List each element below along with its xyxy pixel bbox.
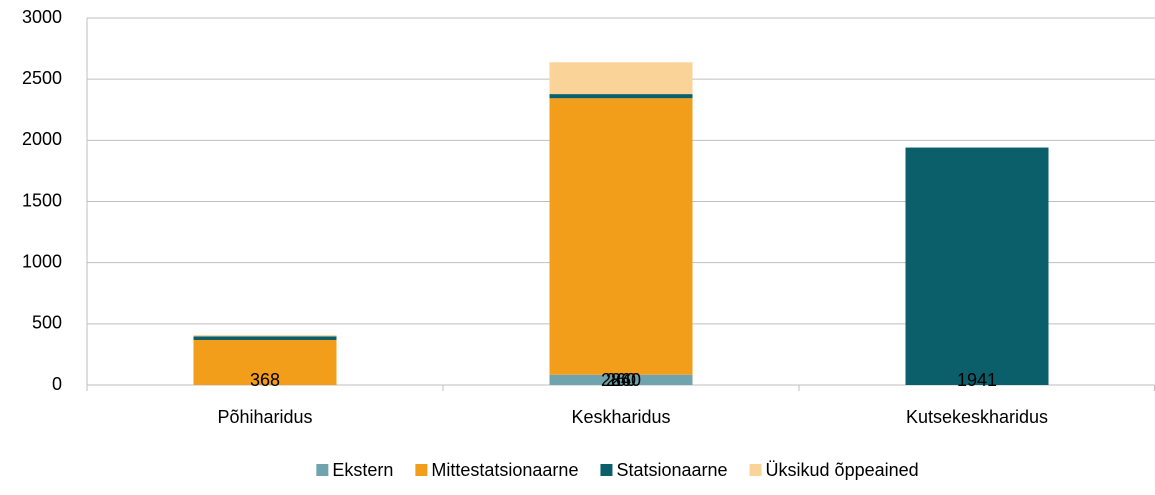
x-tick-label: Kutsekeskharidus (906, 407, 1048, 427)
data-label: 1941 (957, 370, 997, 390)
bar-segment (549, 62, 693, 95)
bar-segment (905, 147, 1049, 385)
legend-label: Mittestatsionaarne (431, 460, 578, 480)
legend-label: Statsionaarne (616, 460, 727, 480)
legend-label: Ekstern (332, 460, 393, 480)
data-label: 260 (606, 370, 636, 390)
legend-swatch (316, 464, 329, 476)
y-tick-label: 1000 (22, 251, 62, 271)
bar-segment (193, 336, 337, 340)
bar-segment (549, 94, 693, 99)
legend-swatch (749, 464, 762, 476)
y-tick-label: 2500 (22, 68, 62, 88)
x-tick-label: Põhiharidus (217, 407, 312, 427)
legend-swatch (600, 464, 613, 476)
x-tick-label: Keskharidus (571, 407, 670, 427)
y-tick-label: 500 (32, 313, 62, 333)
data-label: 2260 (601, 370, 641, 390)
bar-segment (193, 335, 337, 337)
y-tick-label: 1500 (22, 190, 62, 210)
bar-segment (549, 374, 693, 385)
y-tick-label: 2000 (22, 129, 62, 149)
data-label: 368 (250, 370, 280, 390)
legend-swatch (415, 464, 428, 476)
bar-segment (193, 339, 337, 385)
data-label: 84 (611, 370, 631, 390)
y-tick-label: 0 (52, 374, 62, 394)
y-tick-label: 3000 (22, 7, 62, 27)
bar-segment (549, 98, 693, 375)
legend-label: Üksikud õppeained (766, 460, 919, 480)
